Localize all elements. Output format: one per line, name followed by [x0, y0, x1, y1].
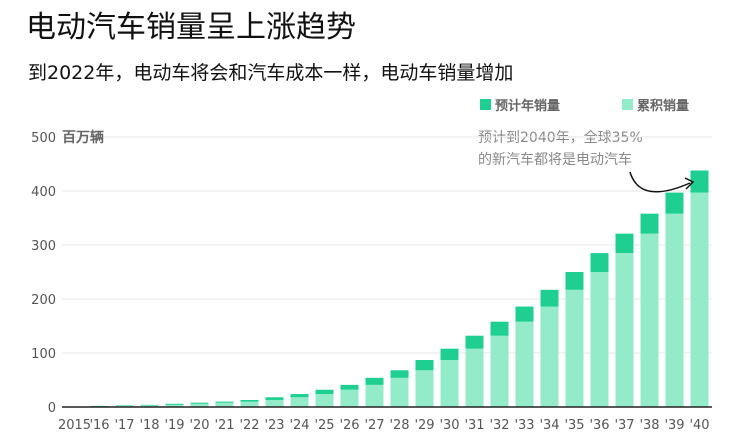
x-tick-label-12: '27: [364, 418, 384, 433]
bar-annual-6: [215, 401, 234, 403]
legend: 预计年销量 累积销量: [480, 95, 689, 114]
x-tick-label-21: '36: [589, 418, 609, 433]
annotation-line-2: 的新汽车都将是电动汽车: [478, 152, 632, 168]
bar-annual-16: [465, 335, 484, 349]
grid-layer: [62, 136, 712, 354]
bar-annual-25: [690, 170, 709, 193]
bar-annual-1: [90, 405, 109, 407]
bar-annual-12: [365, 377, 384, 385]
bar-annual-8: [265, 397, 284, 400]
legend-label-annual: 预计年销量: [495, 99, 561, 114]
y-tick-label-400: 400: [31, 185, 56, 200]
y-tick-label-200: 200: [31, 293, 56, 308]
x-tick-label-0: 2015: [58, 418, 91, 433]
bar-annual-23: [640, 213, 659, 234]
x-tick-label-2: '17: [114, 418, 134, 433]
x-tick-label-11: '26: [339, 418, 359, 433]
x-tick-label-4: '19: [164, 418, 184, 433]
bar-cumulative-3: [140, 405, 159, 407]
bar-cumulative-16: [465, 348, 484, 407]
x-tick-label-9: '24: [289, 418, 309, 433]
chart-subtitle: 到2022年，电动车将会和汽车成本一样，电动车销量增加: [28, 62, 514, 84]
bar-annual-2: [115, 405, 134, 406]
annotation-line-1: 预计到2040年，全球35%: [478, 130, 643, 146]
x-tick-label-16: '31: [464, 418, 484, 433]
bar-cumulative-23: [640, 233, 659, 407]
bar-cumulative-5: [190, 403, 209, 407]
x-tick-label-7: '22: [239, 418, 259, 433]
bar-annual-22: [615, 233, 634, 254]
bar-annual-24: [665, 192, 684, 214]
bar-annual-4: [165, 403, 184, 405]
bar-cumulative-19: [540, 306, 559, 407]
bar-cumulative-22: [615, 253, 634, 407]
x-tick-label-10: '25: [314, 418, 334, 433]
bar-annual-14: [415, 360, 434, 371]
bar-cumulative-7: [240, 401, 259, 407]
legend-swatch-annual: [480, 99, 491, 110]
chart-title: 电动汽车销量呈上涨趋势: [26, 10, 356, 45]
x-tick-label-1: '16: [89, 418, 109, 433]
legend-label-cumulative: 累积销量: [637, 99, 690, 114]
bar-cumulative-20: [565, 289, 584, 407]
bar-cumulative-18: [515, 321, 534, 407]
bar-annual-13: [390, 370, 409, 378]
x-tick-label-17: '32: [489, 418, 509, 433]
x-tick-label-20: '35: [564, 418, 584, 433]
bar-annual-11: [340, 384, 359, 390]
annotation-arrowhead: [684, 177, 695, 190]
bar-annual-7: [240, 399, 259, 402]
x-tick-label-25: '40: [689, 418, 709, 433]
bar-annual-3: [140, 404, 159, 406]
bar-cumulative-15: [440, 360, 459, 407]
bar-cumulative-6: [215, 402, 234, 407]
bar-cumulative-12: [365, 384, 384, 407]
bar-cumulative-4: [165, 404, 184, 407]
x-tick-label-8: '23: [264, 418, 284, 433]
bar-cumulative-11: [340, 389, 359, 407]
x-tick-label-19: '34: [539, 418, 559, 433]
bar-annual-18: [515, 306, 534, 322]
y-tick-label-300: 300: [31, 239, 56, 254]
x-tick-label-23: '38: [639, 418, 659, 433]
bar-cumulative-25: [690, 192, 709, 407]
axis-layer: 0 100 200 300 400 500 百万辆 2015'16 '17 '18 '19 '20 '2…: [31, 129, 712, 433]
y-axis-label: 百万辆: [62, 129, 104, 146]
annotation: 预计到2040年，全球35% 的新汽车都将是电动汽车: [478, 127, 643, 171]
legend-item-annual: 预计年销量: [480, 95, 560, 114]
bars-layer: [65, 170, 709, 407]
y-tick-label-100: 100: [31, 347, 56, 362]
y-tick-label-0: 0: [48, 401, 56, 416]
bar-annual-10: [315, 389, 334, 395]
bar-annual-5: [190, 402, 209, 404]
bar-cumulative-24: [665, 213, 684, 407]
annotation-arrow: [629, 171, 691, 193]
bar-annual-20: [565, 272, 584, 290]
x-tick-label-24: '39: [664, 418, 684, 433]
bar-annual-9: [290, 394, 309, 398]
y-tick-label-500: 500: [31, 131, 56, 146]
x-tick-label-18: '33: [514, 418, 534, 433]
bar-cumulative-13: [390, 377, 409, 407]
legend-item-cumulative: 累积销量: [622, 95, 689, 114]
x-tick-label-3: '18: [139, 418, 159, 433]
bar-cumulative-21: [590, 272, 609, 407]
x-tick-label-13: '28: [389, 418, 409, 433]
bar-cumulative-14: [415, 370, 434, 407]
bar-cumulative-10: [315, 394, 334, 407]
x-tick-label-6: '21: [214, 418, 234, 433]
bar-annual-15: [440, 348, 459, 361]
bar-cumulative-8: [265, 399, 284, 407]
x-tick-label-15: '30: [439, 418, 459, 433]
bar-cumulative-17: [490, 335, 509, 407]
legend-swatch-cumulative: [622, 99, 634, 110]
bar-annual-21: [590, 253, 609, 272]
x-tick-label-5: '20: [189, 418, 209, 433]
bar-annual-17: [490, 321, 509, 336]
x-tick-label-22: '37: [614, 418, 634, 433]
x-tick-label-14: '29: [414, 418, 434, 433]
bar-cumulative-9: [290, 397, 309, 407]
bar-annual-19: [540, 289, 559, 307]
